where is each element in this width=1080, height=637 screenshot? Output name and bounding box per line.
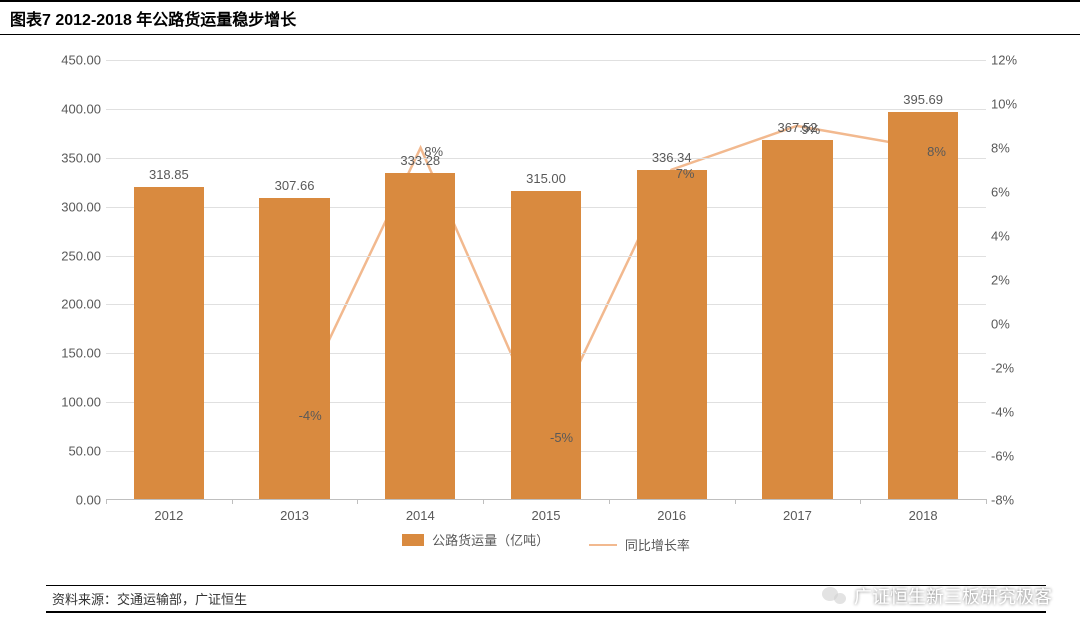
line-value-label: -4% [299, 408, 322, 423]
y-right-tick-label: 2% [991, 273, 1026, 288]
y-left-tick-label: 350.00 [56, 150, 101, 165]
x-category-label: 2017 [783, 508, 812, 523]
y-right-tick-label: 12% [991, 53, 1026, 68]
bar-value-label: 315.00 [511, 171, 581, 186]
legend-swatch-bar [402, 534, 424, 546]
watermark-text: 广证恒生新三板研究极客 [854, 583, 1052, 609]
x-category-label: 2015 [532, 508, 561, 523]
bar: 315.00 [511, 191, 581, 499]
bar-value-label: 318.85 [134, 167, 204, 182]
y-right-tick-label: -4% [991, 405, 1026, 420]
x-tick [232, 499, 233, 504]
legend: 公路货运量（亿吨） 同比增长率 [46, 530, 1046, 554]
x-tick [860, 499, 861, 504]
x-category-label: 2016 [657, 508, 686, 523]
x-tick [106, 499, 107, 504]
bar: 395.69 [888, 112, 958, 499]
line-value-label: 9% [801, 122, 820, 137]
gridline [106, 158, 986, 159]
bar: 367.52 [762, 140, 832, 499]
y-left-tick-label: 450.00 [56, 53, 101, 68]
gridline [106, 60, 986, 61]
y-right-tick-label: 6% [991, 185, 1026, 200]
y-left-tick-label: 250.00 [56, 248, 101, 263]
bar: 333.28 [385, 173, 455, 499]
y-right-tick-label: -8% [991, 493, 1026, 508]
y-left-tick-label: 400.00 [56, 101, 101, 116]
x-tick [986, 499, 987, 504]
x-category-label: 2012 [154, 508, 183, 523]
legend-swatch-line [589, 544, 617, 546]
x-tick [609, 499, 610, 504]
y-left-tick-label: 200.00 [56, 297, 101, 312]
line-value-label: 8% [927, 144, 946, 159]
x-category-label: 2014 [406, 508, 435, 523]
bar-value-label: 307.66 [259, 178, 329, 193]
y-right-tick-label: 10% [991, 97, 1026, 112]
line-value-label: 8% [424, 144, 443, 159]
legend-label-line: 同比增长率 [625, 535, 690, 554]
y-left-tick-label: 150.00 [56, 346, 101, 361]
bar-value-label: 336.34 [637, 150, 707, 165]
bar: 336.34 [637, 170, 707, 499]
bar: 318.85 [134, 187, 204, 499]
x-tick [483, 499, 484, 504]
y-right-tick-label: 4% [991, 229, 1026, 244]
chart-title: 图表7 2012-2018 年公路货运量稳步增长 [0, 0, 1080, 35]
bar-value-label: 367.52 [762, 120, 832, 135]
y-right-tick-label: 8% [991, 141, 1026, 156]
x-tick [735, 499, 736, 504]
y-right-tick-label: -6% [991, 449, 1026, 464]
chart-container: 0.00 50.00 100.00 150.00 200.00 250.00 300.00 3… [46, 40, 1046, 560]
x-tick [357, 499, 358, 504]
x-category-label: 2018 [909, 508, 938, 523]
y-left-tick-label: 0.00 [56, 493, 101, 508]
y-right-tick-label: -2% [991, 361, 1026, 376]
legend-item-bars: 公路货运量（亿吨） [402, 530, 549, 549]
bar-value-label: 395.69 [888, 92, 958, 107]
wechat-icon [822, 585, 848, 607]
x-category-label: 2013 [280, 508, 309, 523]
gridline [106, 109, 986, 110]
line-value-label: -5% [550, 430, 573, 445]
plot-area: 0.0050.00100.00150.00200.00250.00300.003… [106, 60, 986, 500]
legend-item-line: 同比增长率 [589, 535, 690, 554]
watermark: 广证恒生新三板研究极客 [822, 583, 1052, 609]
y-right-tick-label: 0% [991, 317, 1026, 332]
legend-label-bars: 公路货运量（亿吨） [432, 530, 549, 549]
y-left-tick-label: 300.00 [56, 199, 101, 214]
bar: 307.66 [259, 198, 329, 499]
bar-value-label: 333.28 [385, 153, 455, 168]
line-value-label: 7% [676, 166, 695, 181]
y-left-tick-label: 50.00 [56, 444, 101, 459]
y-left-tick-label: 100.00 [56, 395, 101, 410]
